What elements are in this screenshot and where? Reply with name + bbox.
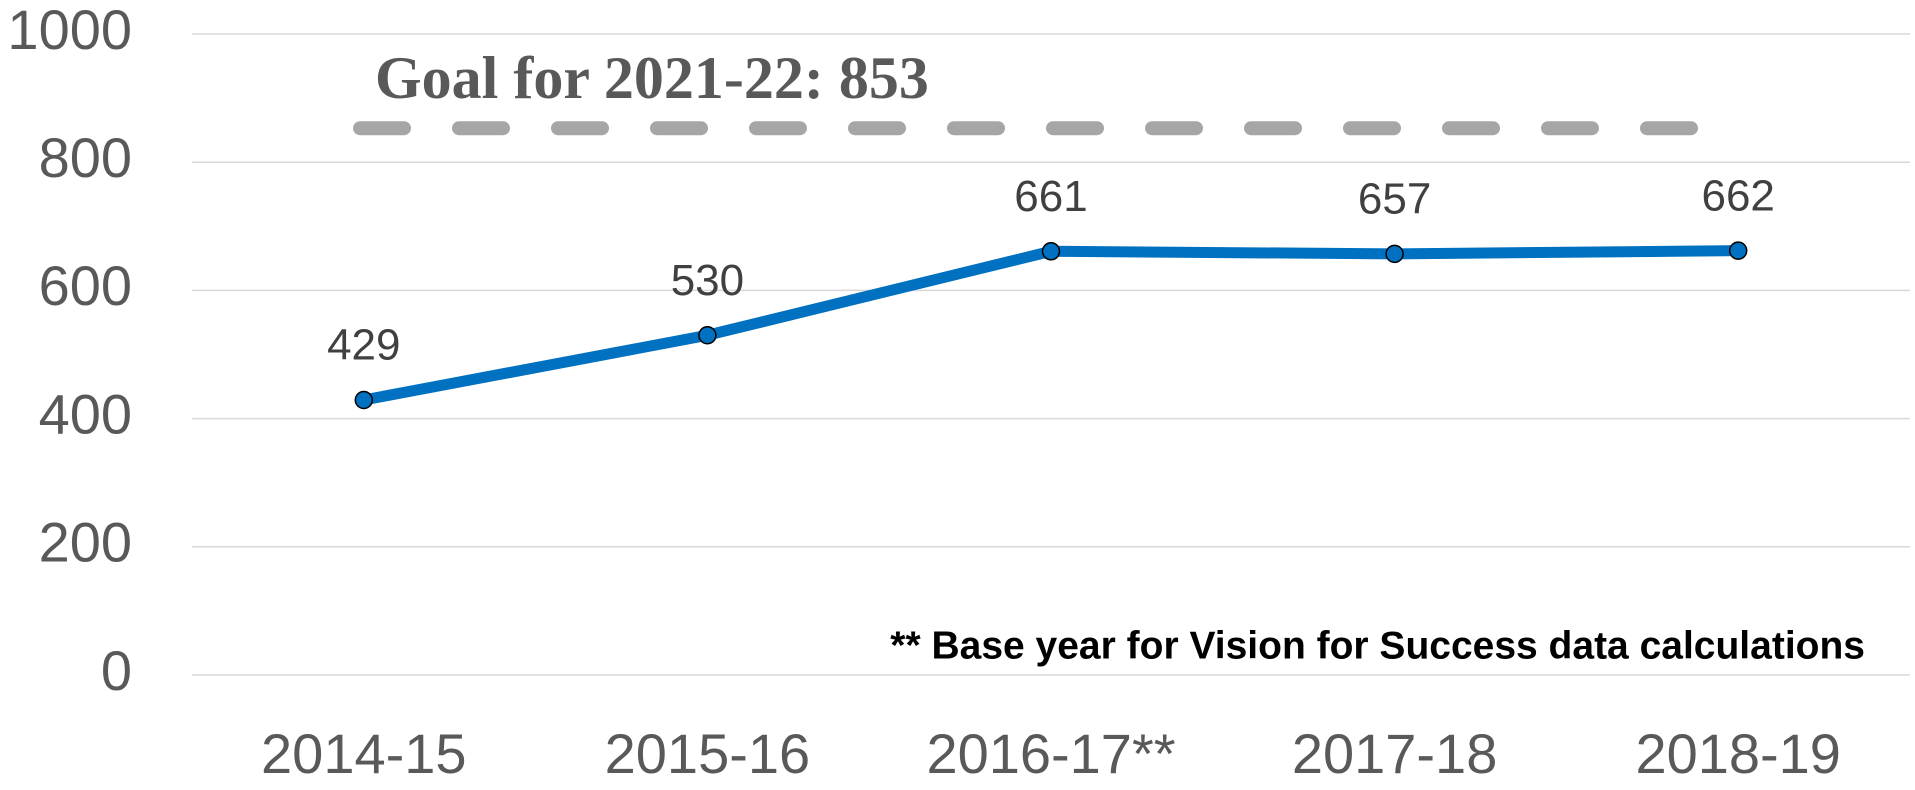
- data-label: 657: [1358, 174, 1431, 223]
- data-point: [1728, 241, 1748, 260]
- x-tick-label: 2015-16: [605, 722, 811, 785]
- x-tick-label: 2018-19: [1635, 722, 1841, 785]
- data-line: [362, 245, 1739, 406]
- footnote: ** Base year for Vision for Success data…: [890, 624, 1865, 667]
- data-point: [354, 390, 374, 410]
- y-tick-label: 400: [39, 382, 132, 445]
- y-tick-label: 600: [39, 254, 132, 317]
- data-label: 661: [1014, 172, 1087, 221]
- data-point: [698, 326, 717, 345]
- y-tick-label: 1000: [7, 0, 132, 61]
- data-point: [1041, 242, 1061, 261]
- data-label: 530: [671, 256, 744, 305]
- x-tick-label: 2017-18: [1292, 722, 1498, 785]
- data-label: 662: [1701, 171, 1774, 220]
- x-tick-label: 2016-17**: [926, 722, 1175, 785]
- goal-label: Goal for 2021-22: 853: [375, 45, 929, 111]
- y-tick-label: 0: [101, 639, 132, 702]
- y-tick-label: 800: [39, 126, 132, 189]
- data-point: [1385, 244, 1404, 264]
- y-tick-label: 200: [39, 511, 132, 574]
- data-label: 429: [327, 321, 400, 370]
- x-tick-label: 2014-15: [261, 722, 467, 785]
